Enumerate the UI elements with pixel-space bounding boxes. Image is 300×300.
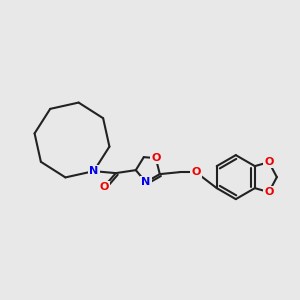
Text: O: O bbox=[151, 153, 160, 163]
Text: N: N bbox=[89, 166, 98, 176]
Text: O: O bbox=[191, 167, 200, 177]
Text: O: O bbox=[264, 187, 274, 197]
Text: O: O bbox=[99, 182, 109, 192]
Text: N: N bbox=[141, 177, 150, 187]
Text: O: O bbox=[264, 157, 274, 167]
